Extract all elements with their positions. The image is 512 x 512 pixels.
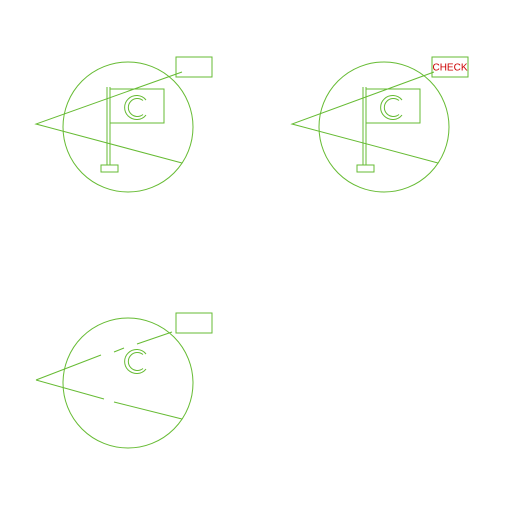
flag bbox=[356, 87, 421, 173]
crescent-outer-icon bbox=[124, 349, 147, 374]
crescent-inner-icon bbox=[127, 98, 144, 117]
flag-base bbox=[356, 164, 375, 173]
flag bbox=[100, 87, 165, 173]
boundary-circle bbox=[318, 61, 450, 193]
label-box bbox=[175, 56, 213, 78]
wedge-lines bbox=[290, 71, 439, 164]
flag-cloth bbox=[365, 88, 421, 124]
crescent-outer-icon bbox=[124, 95, 147, 120]
crescent-outer-icon bbox=[380, 95, 403, 120]
boundary-circle bbox=[62, 61, 194, 193]
crescent-symbol-no-flag bbox=[35, 312, 213, 449]
flag-base bbox=[100, 164, 119, 173]
wedge-lines bbox=[35, 331, 183, 420]
flag-symbol-plain bbox=[34, 56, 213, 193]
crescent-inner-icon bbox=[127, 352, 144, 371]
flag-symbol-checked: CHECK bbox=[290, 56, 469, 193]
check-label: CHECK bbox=[432, 63, 467, 74]
label-box bbox=[175, 312, 213, 334]
wedge-lines bbox=[34, 71, 183, 164]
boundary-circle bbox=[62, 317, 194, 449]
flag-cloth bbox=[109, 88, 165, 124]
crescent-inner-icon bbox=[383, 98, 400, 117]
label-box bbox=[431, 56, 469, 78]
